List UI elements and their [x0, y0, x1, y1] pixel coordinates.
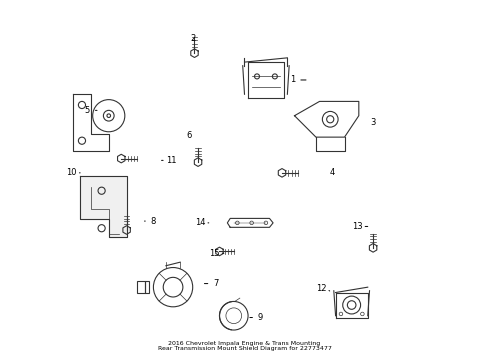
Text: 15: 15	[208, 249, 219, 258]
Bar	[137, 281, 145, 293]
Text: 11: 11	[166, 156, 176, 165]
Text: 10: 10	[66, 168, 76, 177]
Text: 9: 9	[258, 313, 263, 322]
Polygon shape	[80, 176, 126, 237]
Text: 5: 5	[84, 106, 90, 115]
Text: 13: 13	[351, 222, 362, 231]
Text: 14: 14	[194, 219, 204, 228]
Text: 1: 1	[289, 76, 295, 85]
Text: 6: 6	[186, 131, 191, 140]
Bar	[145, 281, 149, 293]
Text: 2016 Chevrolet Impala Engine & Trans Mounting
Rear Transmission Mount Shield Dia: 2016 Chevrolet Impala Engine & Trans Mou…	[157, 341, 331, 351]
Text: 3: 3	[369, 118, 375, 127]
Text: 2: 2	[190, 35, 195, 44]
Text: 4: 4	[329, 168, 334, 177]
Text: 12: 12	[315, 284, 326, 293]
Text: 7: 7	[213, 279, 218, 288]
Text: 8: 8	[150, 217, 156, 226]
